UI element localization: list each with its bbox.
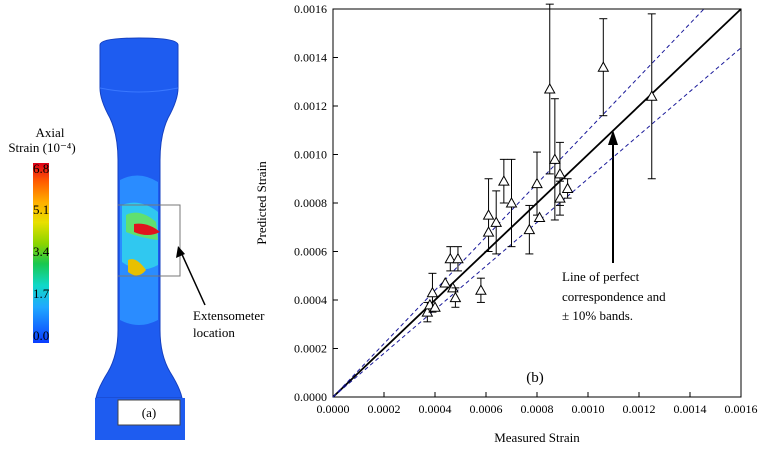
x-axis-label: Measured Strain <box>494 430 580 445</box>
lower-band <box>333 48 741 397</box>
point <box>524 225 534 234</box>
x-tick-label: 0.0002 <box>368 402 401 416</box>
colorbar-label: 5.1 <box>33 202 49 217</box>
colorbar-title: Axial <box>36 125 65 140</box>
x-tick-label: 0.0010 <box>572 402 605 416</box>
point <box>450 293 460 302</box>
point <box>476 285 486 294</box>
y-tick-label: 0.0002 <box>294 342 327 356</box>
specimen <box>95 38 185 440</box>
upper-band <box>333 9 704 397</box>
x-tick-label: 0.0000 <box>317 402 350 416</box>
point <box>563 183 573 192</box>
y-axis-label: Predicted Strain <box>254 161 269 245</box>
x-tick-label: 0.0014 <box>674 402 707 416</box>
annotation: correspondence and <box>562 289 666 304</box>
callout-text: Extensometer <box>193 308 265 323</box>
colorbar-label: 1.7 <box>33 286 50 301</box>
callout-text: location <box>193 325 235 340</box>
x-tick-label: 0.0012 <box>623 402 656 416</box>
x-tick-label: 0.0006 <box>470 402 503 416</box>
y-tick-label: 0.0004 <box>294 293 327 307</box>
point <box>532 179 542 188</box>
colorbar-label: 6.8 <box>33 161 49 176</box>
point <box>550 154 560 163</box>
point <box>484 227 494 236</box>
figure: (a) Axial Strain (10⁻⁴) 6.8 5.1 3.4 1.7 … <box>0 0 764 455</box>
point <box>484 210 494 219</box>
arrow-head <box>608 130 618 145</box>
point <box>647 91 657 100</box>
annotation: ± 10% bands. <box>562 308 633 323</box>
point <box>507 198 517 207</box>
y-tick-label: 0.0010 <box>294 148 327 162</box>
y-tick-label: 0.0006 <box>294 245 327 259</box>
y-tick-label: 0.0012 <box>294 99 327 113</box>
x-tick-label: 0.0008 <box>521 402 554 416</box>
y-tick-label: 0.0008 <box>294 196 327 210</box>
x-tick-label: 0.0016 <box>725 402 758 416</box>
point <box>440 278 450 287</box>
panel-label: (a) <box>142 405 156 420</box>
callout-arrow <box>180 250 205 305</box>
y-tick-label: 0.0000 <box>294 390 327 404</box>
y-tick-label: 0.0016 <box>294 2 327 16</box>
point <box>555 193 565 202</box>
point <box>598 62 608 71</box>
panel-label: (b) <box>526 370 544 386</box>
colorbar-label: 0.0 <box>33 328 49 343</box>
point <box>545 84 555 93</box>
point <box>499 176 509 185</box>
point <box>555 169 565 178</box>
x-tick-label: 0.0004 <box>419 402 452 416</box>
colorbar-label: 3.4 <box>33 244 50 259</box>
colorbar-title: Strain (10⁻⁴) <box>8 140 75 155</box>
annotation: Line of perfect <box>562 269 640 284</box>
y-tick-label: 0.0014 <box>294 51 327 65</box>
point <box>453 254 463 263</box>
